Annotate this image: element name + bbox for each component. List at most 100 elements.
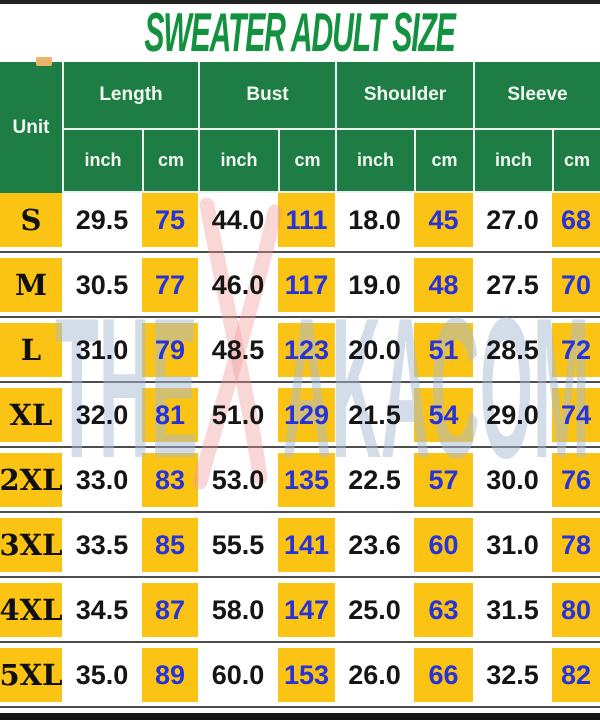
cell-bust-cm: 123 [278,323,335,377]
top-border-strip [0,0,600,4]
group-header-length: Length [62,62,198,130]
row-separator [0,312,600,323]
cell-length-cm: 89 [142,648,198,702]
cell-bust-cm: 141 [278,518,335,572]
size-label: XL [0,388,62,442]
size-label: 2XL [0,453,63,507]
subheader-shoulder-cm: cm [414,130,473,193]
cell-shoulder-inch: 18.0 [335,193,414,247]
cell-length-inch: 29.5 [62,193,142,247]
cell-bust-cm: 147 [278,583,335,637]
cell-length-inch: 35.0 [62,648,142,702]
group-header-shoulder: Shoulder [335,62,473,130]
cell-shoulder-cm: 66 [414,648,473,702]
cell-shoulder-cm: 51 [414,323,473,377]
cell-length-cm: 87 [142,583,198,637]
cell-sleeve-cm: 74 [552,388,600,442]
subheader-sleeve-inch: inch [473,130,552,193]
cell-length-inch: 34.5 [62,583,142,637]
cell-bust-inch: 48.5 [198,323,278,377]
cell-length-cm: 85 [142,518,198,572]
cell-sleeve-cm: 78 [552,518,600,572]
cell-length-inch: 33.5 [62,518,142,572]
cell-length-inch: 33.0 [62,453,142,507]
group-header-sleeve: Sleeve [473,62,600,130]
cell-length-cm: 77 [142,258,198,312]
cell-sleeve-inch: 29.0 [473,388,552,442]
group-header-bust: Bust [198,62,335,130]
page-title: SWEATER ADULT SIZE [144,2,456,64]
cell-bust-inch: 60.0 [198,648,278,702]
cell-bust-cm: 135 [278,453,335,507]
cell-length-inch: 31.0 [62,323,142,377]
size-label: 3XL [0,518,63,572]
cell-length-cm: 83 [142,453,198,507]
cell-sleeve-inch: 31.0 [473,518,552,572]
row-separator [0,377,600,388]
cell-sleeve-inch: 31.5 [473,583,552,637]
cell-shoulder-inch: 21.5 [335,388,414,442]
cell-shoulder-cm: 60 [414,518,473,572]
cell-bust-inch: 44.0 [198,193,278,247]
cell-length-cm: 75 [142,193,198,247]
unit-header: Unit [0,62,62,193]
cell-sleeve-inch: 28.5 [473,323,552,377]
subheader-bust-cm: cm [278,130,335,193]
cell-sleeve-cm: 72 [552,323,600,377]
cell-sleeve-inch: 27.5 [473,258,552,312]
cell-bust-inch: 55.5 [198,518,278,572]
cell-shoulder-cm: 63 [414,583,473,637]
cell-length-inch: 30.5 [62,258,142,312]
row-separator [0,572,600,583]
cell-shoulder-cm: 45 [414,193,473,247]
size-grid: Unit Length Bust Shoulder Sleeve inch cm… [0,62,600,713]
cell-shoulder-cm: 57 [414,453,473,507]
title-bar: SWEATER ADULT SIZE [0,2,600,64]
cell-length-inch: 32.0 [62,388,142,442]
cell-sleeve-cm: 80 [552,583,600,637]
cell-sleeve-cm: 76 [552,453,600,507]
cell-shoulder-inch: 25.0 [335,583,414,637]
cell-shoulder-inch: 20.0 [335,323,414,377]
size-label: S [0,193,62,247]
cell-bust-cm: 129 [278,388,335,442]
cell-bust-inch: 53.0 [198,453,278,507]
cell-shoulder-inch: 26.0 [335,648,414,702]
cell-sleeve-cm: 70 [552,258,600,312]
size-table: Unit Length Bust Shoulder Sleeve inch cm… [0,62,600,713]
subheader-shoulder-inch: inch [335,130,414,193]
cell-sleeve-inch: 27.0 [473,193,552,247]
row-separator [0,442,600,453]
cell-shoulder-cm: 54 [414,388,473,442]
subheader-bust-inch: inch [198,130,278,193]
cell-shoulder-inch: 23.6 [335,518,414,572]
size-label: 5XL [0,648,63,702]
row-separator [0,247,600,258]
cell-bust-inch: 46.0 [198,258,278,312]
cell-bust-cm: 111 [278,193,335,247]
cell-sleeve-cm: 82 [552,648,600,702]
cell-sleeve-inch: 32.5 [473,648,552,702]
decorative-mark [36,57,52,66]
cell-bust-cm: 117 [278,258,335,312]
subheader-sleeve-cm: cm [552,130,600,193]
subheader-length-cm: cm [142,130,198,193]
cell-bust-inch: 51.0 [198,388,278,442]
cell-shoulder-inch: 22.5 [335,453,414,507]
size-label: 4XL [0,583,63,637]
cell-bust-inch: 58.0 [198,583,278,637]
cell-length-cm: 79 [142,323,198,377]
cell-shoulder-inch: 19.0 [335,258,414,312]
row-separator [0,507,600,518]
cell-length-cm: 81 [142,388,198,442]
bottom-border-strip [0,713,600,720]
subheader-length-inch: inch [62,130,142,193]
row-separator [0,637,600,648]
size-label: M [0,258,62,312]
size-label: L [0,323,62,377]
cell-bust-cm: 153 [278,648,335,702]
row-separator [0,702,600,713]
cell-sleeve-inch: 30.0 [473,453,552,507]
cell-shoulder-cm: 48 [414,258,473,312]
cell-sleeve-cm: 68 [552,193,600,247]
